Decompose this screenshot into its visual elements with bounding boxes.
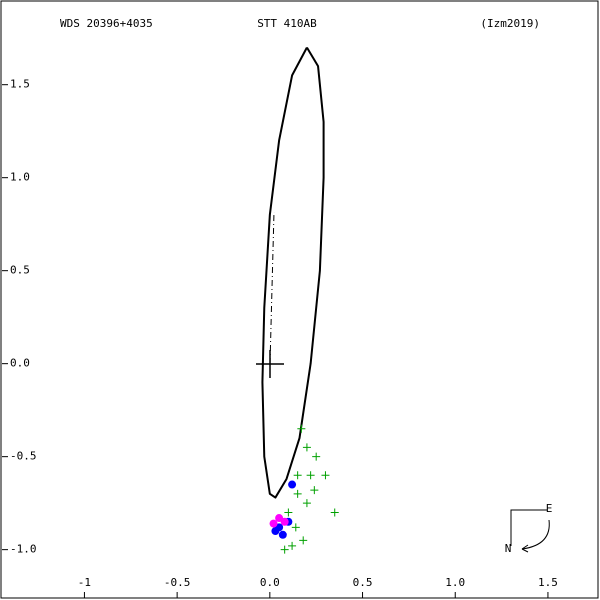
header-left: WDS 20396+4035: [60, 17, 153, 30]
observation: [280, 517, 289, 526]
y-tick-label: 0.5: [10, 264, 30, 277]
observation: [288, 480, 297, 489]
x-tick-label: 1.0: [445, 576, 465, 589]
y-tick-label: 1.5: [10, 78, 30, 91]
x-tick-label: 0.5: [353, 576, 373, 589]
observation: [291, 523, 300, 532]
observation: [306, 471, 315, 480]
observation: [299, 536, 308, 545]
compass-east: E: [546, 502, 553, 515]
y-tick-label: 1.0: [10, 171, 30, 184]
header-right: (Izm2019): [480, 17, 540, 30]
observation: [297, 424, 306, 433]
header-center: STT 410AB: [257, 17, 317, 30]
y-tick-label: -1.0: [10, 543, 37, 556]
observation: [293, 471, 302, 480]
observation: [280, 545, 289, 554]
observation: [278, 530, 287, 539]
compass-north: N: [505, 542, 512, 555]
line-of-nodes: [269, 211, 275, 365]
observation: [271, 527, 280, 536]
x-tick-label: 0.0: [260, 576, 280, 589]
compass: [510, 509, 550, 553]
x-tick-label: -1: [78, 576, 91, 589]
observation: [310, 486, 319, 495]
observation: [302, 499, 311, 508]
observation: [330, 508, 339, 517]
x-tick-label: -0.5: [164, 576, 191, 589]
y-tick-label: -0.5: [10, 450, 37, 463]
observation: [302, 443, 311, 452]
observation: [321, 471, 330, 480]
observation: [269, 519, 278, 528]
orbit: [261, 46, 325, 499]
observation: [293, 489, 302, 498]
observation: [312, 452, 321, 461]
y-tick-label: 0.0: [10, 357, 30, 370]
observation: [288, 541, 297, 550]
x-tick-label: 1.5: [538, 576, 558, 589]
observation: [284, 508, 293, 517]
